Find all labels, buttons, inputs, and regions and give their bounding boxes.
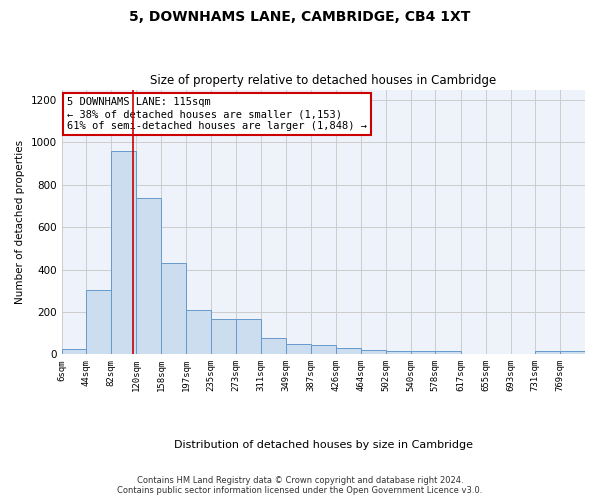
Bar [62,349,86,354]
Title: Size of property relative to detached houses in Cambridge: Size of property relative to detached ho… [150,74,496,87]
X-axis label: Distribution of detached houses by size in Cambridge: Distribution of detached houses by size … [174,440,473,450]
Text: 5 DOWNHAMS LANE: 115sqm
← 38% of detached houses are smaller (1,153)
61% of semi: 5 DOWNHAMS LANE: 115sqm ← 38% of detache… [67,98,367,130]
Bar [211,320,236,354]
Bar [161,263,187,354]
Bar [410,351,436,354]
Bar [236,320,261,354]
Bar [261,338,286,354]
Bar [386,351,410,354]
Bar [136,198,161,354]
Bar [436,351,461,354]
Bar [112,151,136,354]
Bar [560,351,585,354]
Text: 5, DOWNHAMS LANE, CAMBRIDGE, CB4 1XT: 5, DOWNHAMS LANE, CAMBRIDGE, CB4 1XT [130,10,470,24]
Bar [286,344,311,354]
Bar [86,290,112,354]
Bar [336,348,361,354]
Text: Contains HM Land Registry data © Crown copyright and database right 2024.
Contai: Contains HM Land Registry data © Crown c… [118,476,482,495]
Bar [535,352,560,354]
Bar [311,344,336,354]
Y-axis label: Number of detached properties: Number of detached properties [15,140,25,304]
Bar [361,350,386,354]
Bar [187,310,211,354]
